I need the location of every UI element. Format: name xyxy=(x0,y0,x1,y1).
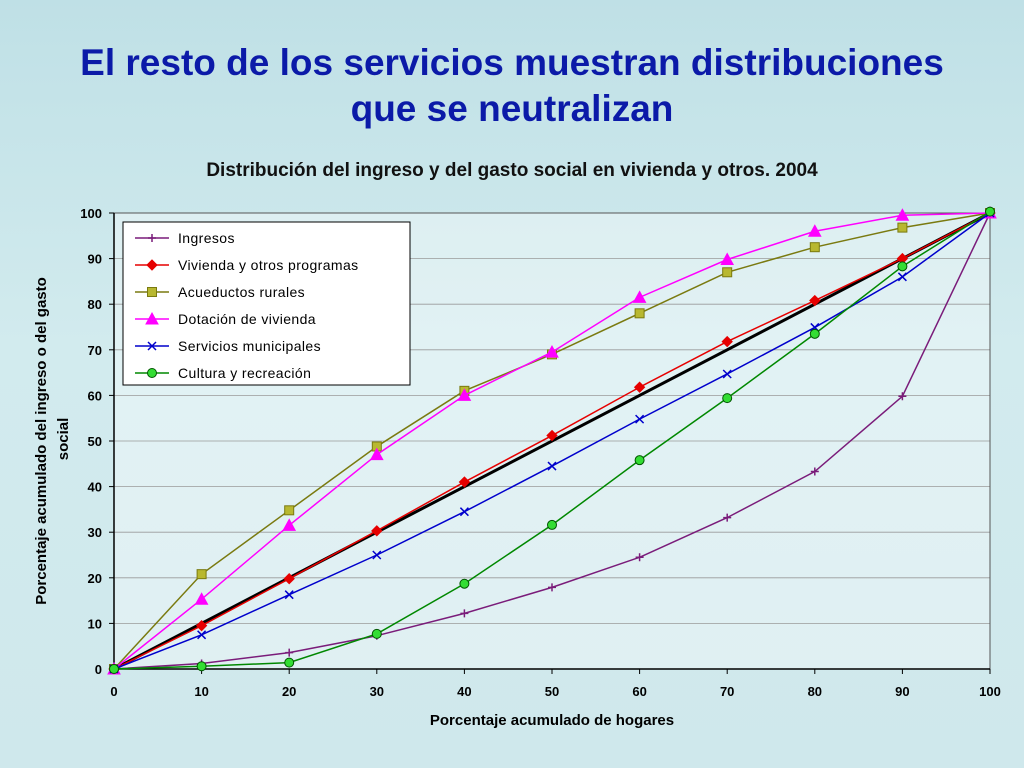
legend-label-0: Ingresos xyxy=(178,230,235,246)
data-point-5-9 xyxy=(897,261,908,272)
legend-swatch-marker-2 xyxy=(147,287,157,297)
data-point-5-6 xyxy=(634,455,645,466)
x-tick-label-0: 0 xyxy=(110,684,117,699)
legend: Ingresos Vivienda y otros programas Acuedu… xyxy=(122,221,411,386)
data-point-1-1 xyxy=(195,619,208,632)
data-point-1-8 xyxy=(809,294,821,307)
data-point-1-5 xyxy=(546,429,558,442)
y-tick-label-0: 0 xyxy=(95,662,102,677)
y-tick-label-80: 80 xyxy=(88,297,102,312)
data-point-5-10 xyxy=(985,206,995,217)
x-tick-label-50: 50 xyxy=(545,684,559,699)
legend-label-2: Acueductos rurales xyxy=(178,284,305,300)
chart-title: Distribución del ingreso y del gasto soc… xyxy=(206,160,818,181)
data-point-4-5 xyxy=(547,461,557,471)
legend-swatch-marker-3 xyxy=(145,311,159,325)
x-tick-label-60: 60 xyxy=(632,684,646,699)
data-point-4-3 xyxy=(372,550,382,560)
data-point-1-4 xyxy=(458,476,471,488)
data-point-3-4 xyxy=(457,388,472,401)
y-tick-label-100: 100 xyxy=(80,206,102,221)
data-point-1-3 xyxy=(371,525,383,537)
legend-swatch-marker-0 xyxy=(148,234,156,242)
legend-label-3: Dotación de vivienda xyxy=(178,311,316,327)
data-point-2-6 xyxy=(634,308,645,319)
data-point-2-2 xyxy=(284,505,295,516)
x-tick-label-70: 70 xyxy=(720,684,734,699)
data-point-4-7 xyxy=(722,369,732,379)
legend-swatch-marker-1 xyxy=(146,259,158,271)
x-tick-label-80: 80 xyxy=(808,684,822,699)
y-tick-label-90: 90 xyxy=(88,252,102,267)
slide-title: El resto de los servicios muestran distr… xyxy=(0,40,1024,132)
data-point-2-7 xyxy=(722,267,733,278)
data-point-5-1 xyxy=(196,661,207,672)
data-point-0-9 xyxy=(898,392,907,401)
data-point-2-9 xyxy=(897,222,908,233)
tick-labels: 0 10 20 30 40 50 60 70 80 90 100 0 10 20 30 40 50 60 70 80 9… xyxy=(80,206,1001,699)
legend-label-1: Vivienda y otros programas xyxy=(178,257,359,273)
x-tick-label-100: 100 xyxy=(979,684,1001,699)
data-point-3-5 xyxy=(545,345,559,358)
data-point-4-1 xyxy=(197,630,207,640)
data-point-1-6 xyxy=(633,381,646,393)
data-point-3-6 xyxy=(632,290,647,303)
data-point-5-5 xyxy=(547,519,557,530)
series-5 xyxy=(109,206,995,674)
data-point-1-2 xyxy=(283,573,295,585)
x-tick-label-20: 20 xyxy=(282,684,296,699)
y-tick-label-20: 20 xyxy=(88,571,102,586)
data-point-0-8 xyxy=(810,467,819,476)
data-point-2-8 xyxy=(809,242,820,253)
data-point-1-7 xyxy=(721,335,733,348)
y-tick-label-40: 40 xyxy=(88,480,102,495)
data-point-4-2 xyxy=(284,590,294,600)
data-point-5-3 xyxy=(371,628,382,639)
y-tick-label-30: 30 xyxy=(88,525,102,540)
data-point-3-7 xyxy=(720,252,735,266)
y-tick-label-70: 70 xyxy=(88,343,102,358)
y-axis-label-line-1: Porcentaje acumulado del ingreso o del g… xyxy=(33,277,50,605)
x-tick-label-30: 30 xyxy=(370,684,384,699)
x-tick-label-10: 10 xyxy=(194,684,208,699)
data-point-3-3 xyxy=(369,447,384,461)
legend-swatch-marker-4 xyxy=(147,341,157,351)
data-point-0-6 xyxy=(635,553,644,562)
data-point-3-8 xyxy=(807,224,822,237)
legend-label-4: Servicios municipales xyxy=(178,338,321,354)
y-tick-label-50: 50 xyxy=(88,434,102,449)
data-point-4-6 xyxy=(635,414,645,424)
data-point-5-4 xyxy=(459,578,470,589)
data-point-5-2 xyxy=(284,657,295,668)
data-point-4-4 xyxy=(459,507,469,517)
y-tick-label-10: 10 xyxy=(88,616,102,631)
data-point-0-7 xyxy=(723,513,732,522)
data-point-0-4 xyxy=(460,609,469,618)
slide-title-line-1: El resto de los servicios muestran distr… xyxy=(80,42,944,83)
data-point-0-2 xyxy=(285,648,294,657)
y-axis-label-line-2: social xyxy=(55,418,72,461)
series-group xyxy=(107,205,997,675)
y-tick-label-60: 60 xyxy=(88,388,102,403)
legend-box xyxy=(122,221,411,386)
data-point-2-1 xyxy=(196,569,207,580)
legend-label-5: Cultura y recreación xyxy=(178,365,311,381)
data-point-5-8 xyxy=(809,328,820,339)
x-tick-label-90: 90 xyxy=(895,684,909,699)
data-point-3-9 xyxy=(895,208,910,221)
x-axis-label: Porcentaje acumulado de hogares xyxy=(430,712,674,729)
legend-swatch-marker-5 xyxy=(147,368,157,378)
x-tick-label-40: 40 xyxy=(457,684,471,699)
data-point-5-0 xyxy=(109,664,119,674)
data-point-5-7 xyxy=(722,393,733,404)
data-point-0-5 xyxy=(548,583,556,592)
slide-title-line-2: que se neutralizan xyxy=(350,88,674,129)
data-point-4-9 xyxy=(897,272,907,282)
data-point-3-2 xyxy=(282,518,297,531)
data-point-3-1 xyxy=(194,592,209,605)
